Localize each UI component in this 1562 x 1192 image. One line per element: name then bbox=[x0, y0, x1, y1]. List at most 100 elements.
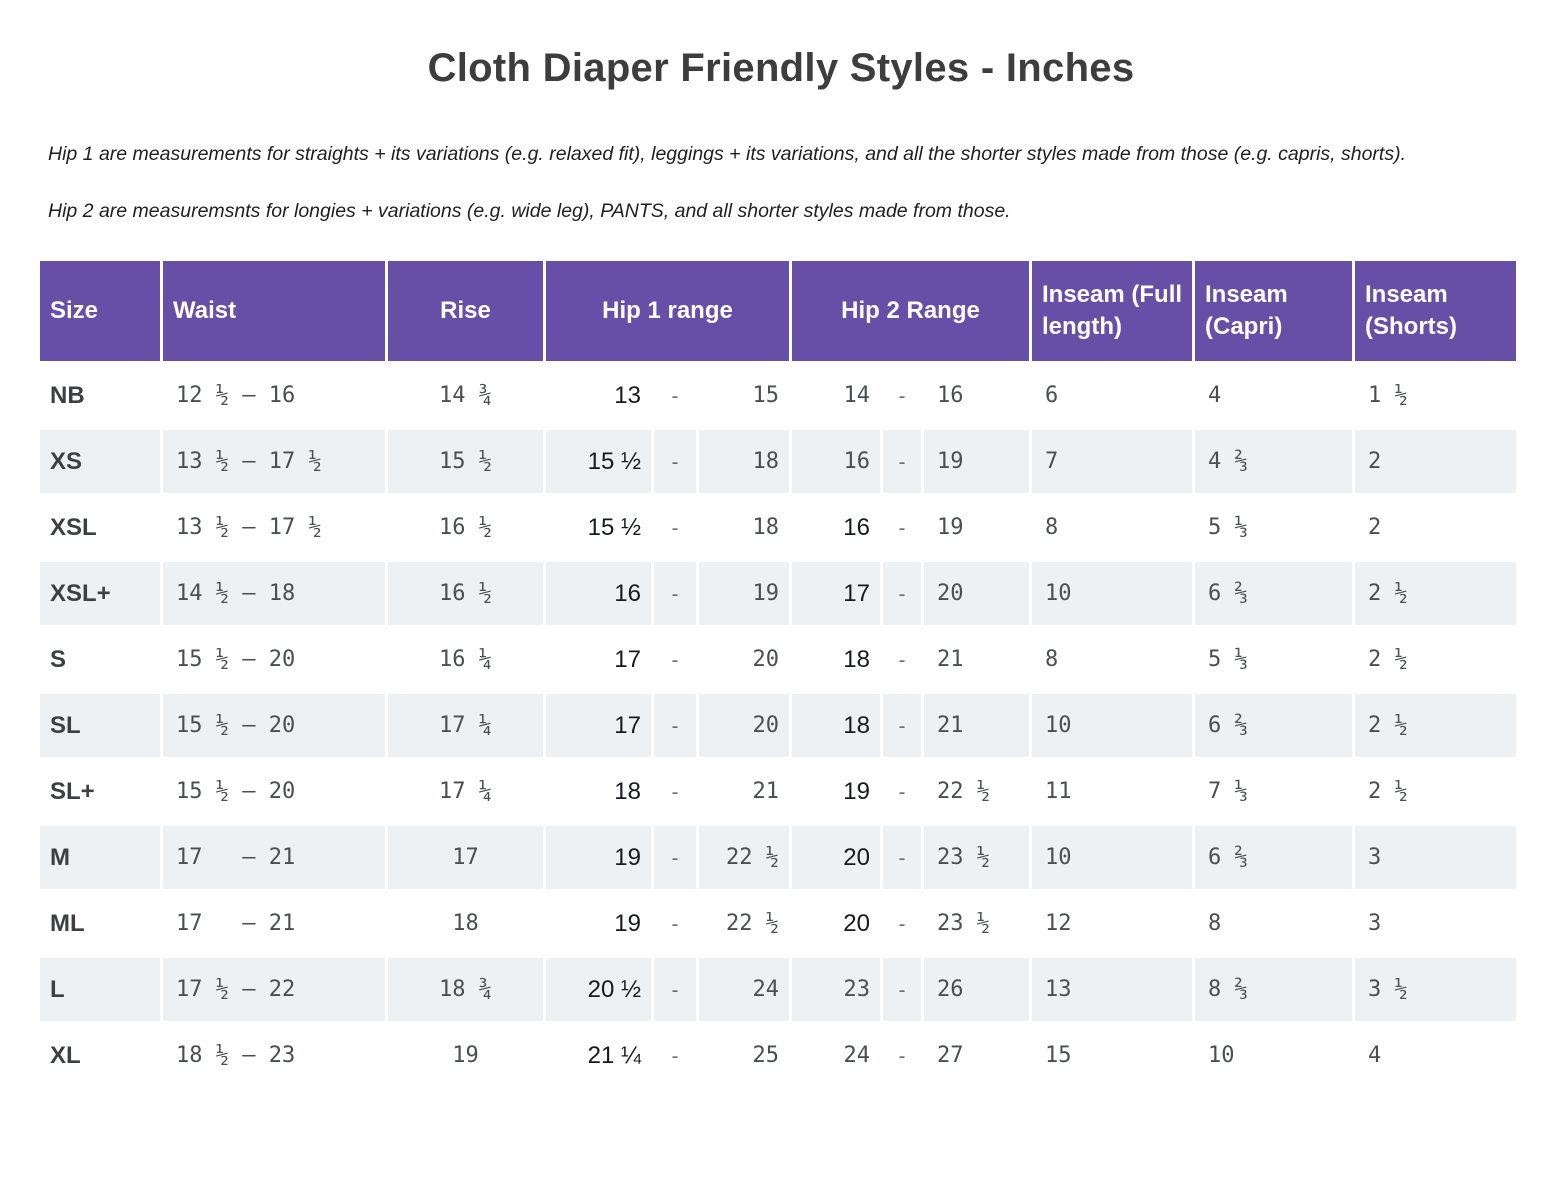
hip1-max-cell: 18 bbox=[699, 430, 789, 494]
inseam-capri-cell: 6 ⅔ bbox=[1195, 826, 1352, 890]
range-dash: - bbox=[654, 892, 696, 956]
range-dash: - bbox=[654, 760, 696, 824]
col-header-size: Size bbox=[40, 261, 160, 362]
hip1-max-cell: 19 bbox=[699, 562, 789, 626]
size-cell: L bbox=[40, 958, 160, 1022]
col-header-inseam-capri: Inseam (Capri) bbox=[1195, 261, 1352, 362]
hip2-min-cell: 20 bbox=[792, 826, 880, 890]
range-dash: - bbox=[654, 364, 696, 428]
inseam-capri-cell: 5 ⅓ bbox=[1195, 496, 1352, 560]
inseam-capri-cell: 4 bbox=[1195, 364, 1352, 428]
hip1-min-cell: 17 bbox=[546, 694, 651, 758]
col-header-inseam-shorts: Inseam (Shorts) bbox=[1355, 261, 1516, 362]
waist-cell: 15 ½ – 20 bbox=[163, 694, 385, 758]
range-dash: - bbox=[883, 958, 921, 1022]
inseam-shorts-cell: 3 ½ bbox=[1355, 958, 1516, 1022]
waist-cell: 17 ½ – 22 bbox=[163, 958, 385, 1022]
size-cell: M bbox=[40, 826, 160, 890]
waist-cell: 17 – 21 bbox=[163, 892, 385, 956]
inseam-full-cell: 6 bbox=[1032, 364, 1192, 428]
hip1-max-cell: 20 bbox=[699, 628, 789, 692]
hip2-max-cell: 16 bbox=[924, 364, 1029, 428]
hip2-min-cell: 18 bbox=[792, 628, 880, 692]
waist-cell: 13 ½ – 17 ½ bbox=[163, 430, 385, 494]
range-dash: - bbox=[883, 892, 921, 956]
waist-cell: 13 ½ – 17 ½ bbox=[163, 496, 385, 560]
hip1-max-cell: 22 ½ bbox=[699, 826, 789, 890]
inseam-full-cell: 7 bbox=[1032, 430, 1192, 494]
hip1-max-cell: 18 bbox=[699, 496, 789, 560]
rise-cell: 17 bbox=[388, 826, 543, 890]
range-dash: - bbox=[883, 364, 921, 428]
hip1-description: Hip 1 are measurements for straights + i… bbox=[48, 143, 1407, 165]
hip2-max-cell: 26 bbox=[924, 958, 1029, 1022]
inseam-capri-cell: 7 ⅓ bbox=[1195, 760, 1352, 824]
hip2-min-cell: 23 bbox=[792, 958, 880, 1022]
hip1-min-cell: 19 bbox=[546, 826, 651, 890]
inseam-full-cell: 8 bbox=[1032, 496, 1192, 560]
waist-cell: 15 ½ – 20 bbox=[163, 760, 385, 824]
size-cell: XSL bbox=[40, 496, 160, 560]
inseam-capri-cell: 10 bbox=[1195, 1024, 1352, 1088]
inseam-shorts-cell: 2 ½ bbox=[1355, 694, 1516, 758]
range-dash: - bbox=[654, 958, 696, 1022]
hip2-min-cell: 20 bbox=[792, 892, 880, 956]
inseam-shorts-cell: 2 bbox=[1355, 496, 1516, 560]
size-cell: NB bbox=[40, 364, 160, 428]
range-dash: - bbox=[654, 628, 696, 692]
inseam-shorts-cell: 2 ½ bbox=[1355, 628, 1516, 692]
inseam-shorts-cell: 1 ½ bbox=[1355, 364, 1516, 428]
hip1-max-cell: 20 bbox=[699, 694, 789, 758]
inseam-full-cell: 15 bbox=[1032, 1024, 1192, 1088]
hip2-max-cell: 23 ½ bbox=[924, 892, 1029, 956]
hip2-max-cell: 20 bbox=[924, 562, 1029, 626]
hip2-max-cell: 21 bbox=[924, 694, 1029, 758]
rise-cell: 16 ½ bbox=[388, 562, 543, 626]
waist-cell: 17 – 21 bbox=[163, 826, 385, 890]
hip2-max-cell: 19 bbox=[924, 430, 1029, 494]
hip2-max-cell: 27 bbox=[924, 1024, 1029, 1088]
rise-cell: 17 ¼ bbox=[388, 694, 543, 758]
range-dash: - bbox=[654, 562, 696, 626]
range-dash: - bbox=[654, 430, 696, 494]
inseam-capri-cell: 6 ⅔ bbox=[1195, 694, 1352, 758]
inseam-full-cell: 12 bbox=[1032, 892, 1192, 956]
hip1-min-cell: 18 bbox=[546, 760, 651, 824]
col-header-hip2-range: Hip 2 Range bbox=[792, 261, 1029, 362]
size-cell: XS bbox=[40, 430, 160, 494]
hip2-max-cell: 23 ½ bbox=[924, 826, 1029, 890]
rise-cell: 15 ½ bbox=[388, 430, 543, 494]
size-cell: XSL+ bbox=[40, 562, 160, 626]
inseam-shorts-cell: 4 bbox=[1355, 1024, 1516, 1088]
rise-cell: 17 ¼ bbox=[388, 760, 543, 824]
hip2-description: Hip 2 are measuremsnts for longies + var… bbox=[48, 199, 1011, 222]
range-dash: - bbox=[654, 694, 696, 758]
hip1-min-cell: 16 bbox=[546, 562, 651, 626]
inseam-shorts-cell: 3 bbox=[1355, 892, 1516, 956]
hip1-min-cell: 17 bbox=[546, 628, 651, 692]
range-dash: - bbox=[883, 430, 921, 494]
hip1-max-cell: 15 bbox=[699, 364, 789, 428]
size-cell: SL+ bbox=[40, 760, 160, 824]
hip2-min-cell: 19 bbox=[792, 760, 880, 824]
hip2-min-cell: 16 bbox=[792, 496, 880, 560]
hip1-min-cell: 13 bbox=[546, 364, 651, 428]
rise-cell: 16 ½ bbox=[388, 496, 543, 560]
inseam-full-cell: 10 bbox=[1032, 826, 1192, 890]
range-dash: - bbox=[654, 1024, 696, 1088]
hip1-min-cell: 21 ¼ bbox=[546, 1024, 651, 1088]
inseam-full-cell: 11 bbox=[1032, 760, 1192, 824]
hip1-min-cell: 20 ½ bbox=[546, 958, 651, 1022]
hip1-max-cell: 21 bbox=[699, 760, 789, 824]
inseam-full-cell: 8 bbox=[1032, 628, 1192, 692]
range-dash: - bbox=[883, 760, 921, 824]
table-row: SL+ 15 ½ – 20 17 ¼ 18 - 21 19 - 22 ½ 11 … bbox=[40, 760, 1516, 824]
waist-cell: 18 ½ – 23 bbox=[163, 1024, 385, 1088]
inseam-shorts-cell: 2 ½ bbox=[1355, 562, 1516, 626]
col-header-hip1-range: Hip 1 range bbox=[546, 261, 789, 362]
size-cell: S bbox=[40, 628, 160, 692]
inseam-capri-cell: 4 ⅔ bbox=[1195, 430, 1352, 494]
inseam-capri-cell: 8 bbox=[1195, 892, 1352, 956]
table-row: L 17 ½ – 22 18 ¾ 20 ½ - 24 23 - 26 13 8 … bbox=[40, 958, 1516, 1022]
table-row: S 15 ½ – 20 16 ¼ 17 - 20 18 - 21 8 5 ⅓ 2… bbox=[40, 628, 1516, 692]
